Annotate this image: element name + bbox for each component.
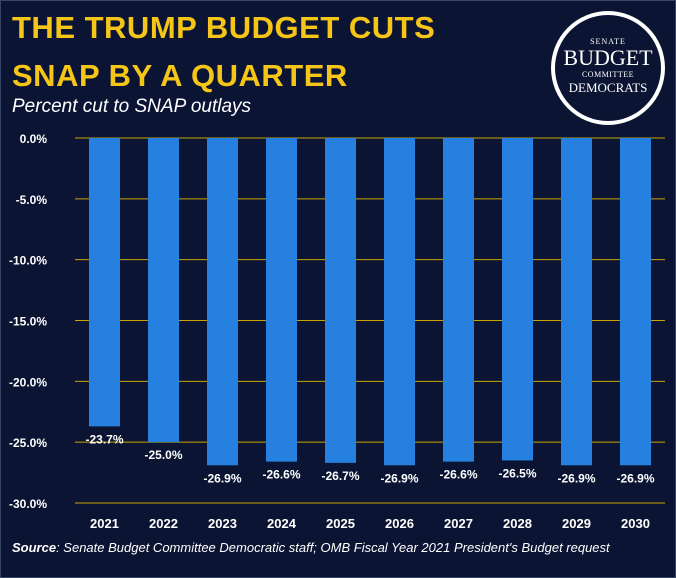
- bar: [443, 138, 474, 462]
- x-tick-label: 2022: [149, 516, 178, 531]
- bar-value-label: -26.5%: [498, 466, 536, 480]
- logo-line-democrats: DEMOCRATS: [568, 80, 648, 95]
- chart-title-line-2: SNAP BY A QUARTER: [12, 58, 348, 93]
- bar: [266, 138, 297, 462]
- bar-value-label: -26.6%: [262, 468, 300, 482]
- bar: [502, 138, 533, 461]
- bar-value-label: -23.7%: [85, 432, 123, 446]
- y-tick-label: -25.0%: [9, 436, 47, 450]
- bar-value-label: -26.9%: [203, 471, 241, 485]
- bar: [325, 138, 356, 463]
- source-label: Source: [12, 540, 57, 555]
- x-tick-label: 2024: [267, 516, 297, 531]
- bar: [148, 138, 179, 443]
- bar-value-label: -26.9%: [557, 471, 595, 485]
- bar-value-label: -26.6%: [439, 468, 477, 482]
- bar-value-label: -26.7%: [321, 469, 359, 483]
- y-tick-label: -30.0%: [9, 497, 47, 511]
- chart-title-line-1: THE TRUMP BUDGET CUTS: [12, 10, 436, 45]
- chart-subtitle: Percent cut to SNAP outlays: [12, 96, 252, 117]
- x-tick-label: 2027: [444, 516, 473, 531]
- y-tick-label: -15.0%: [9, 315, 47, 329]
- bar: [89, 138, 120, 427]
- x-tick-label: 2029: [562, 516, 591, 531]
- logo-line-committee: COMMITTEE: [581, 70, 635, 79]
- x-tick-label: 2021: [90, 516, 119, 531]
- x-tick-label: 2030: [621, 516, 650, 531]
- y-tick-label: -5.0%: [16, 193, 48, 207]
- source-text: : Senate Budget Committee Democratic sta…: [56, 540, 610, 555]
- logo-line-senate: SENATE: [590, 37, 626, 46]
- bar-value-label: -26.9%: [380, 471, 418, 485]
- bar-value-label: -26.9%: [616, 471, 654, 485]
- source-note: Source: Senate Budget Committee Democrat…: [12, 540, 662, 556]
- x-tick-label: 2023: [208, 516, 237, 531]
- x-tick-label: 2026: [385, 516, 414, 531]
- senate-budget-logo: SENATE BUDGET COMMITTEE DEMOCRATS: [551, 11, 665, 125]
- y-tick-label: -10.0%: [9, 254, 47, 268]
- y-tick-label: 0.0%: [20, 132, 48, 146]
- x-tick-label: 2028: [503, 516, 532, 531]
- y-tick-label: -20.0%: [9, 375, 47, 389]
- bar: [561, 138, 592, 466]
- bar-value-label: -25.0%: [144, 448, 182, 462]
- logo-line-budget: BUDGET: [563, 45, 653, 70]
- bar: [620, 138, 651, 466]
- x-tick-label: 2025: [326, 516, 355, 531]
- bar: [384, 138, 415, 466]
- bar: [207, 138, 238, 466]
